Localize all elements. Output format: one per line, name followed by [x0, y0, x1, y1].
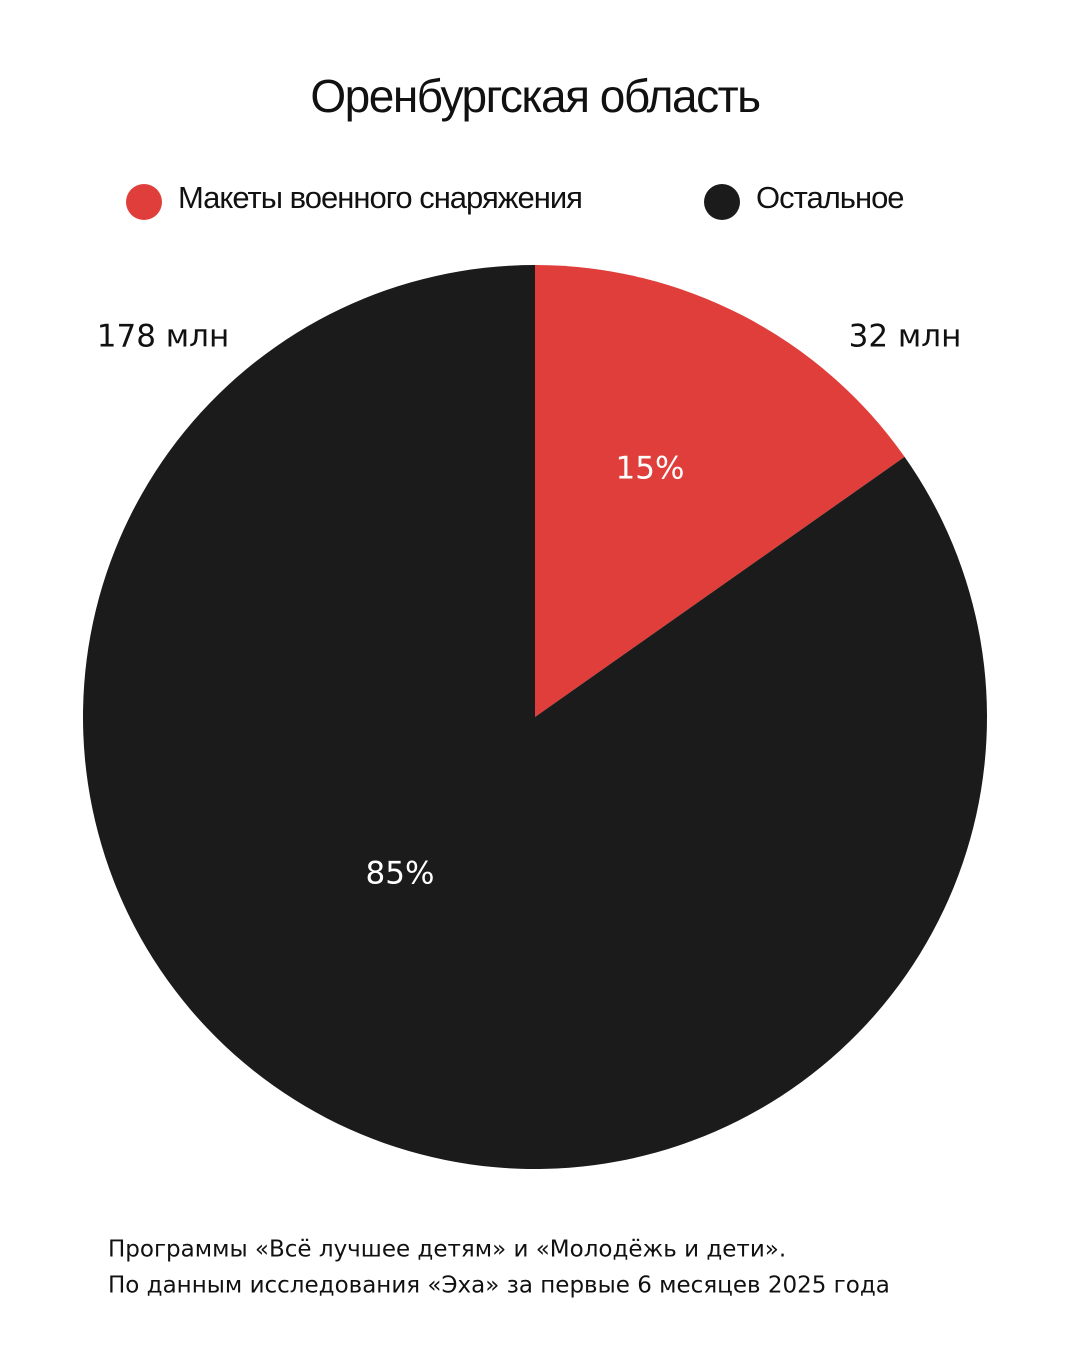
note: По данным исследования «Эха» за первые 6… — [108, 1273, 890, 1299]
legend-label: Остальное — [756, 180, 904, 215]
value-label: 178 млн — [97, 319, 230, 355]
pie-slice — [83, 265, 988, 1170]
legend-marker — [126, 184, 162, 220]
share-label: 15% — [616, 451, 685, 487]
value-label: 32 млн — [849, 319, 962, 355]
note: Программы «Всё лучшее детям» и «Молодёжь… — [108, 1237, 786, 1263]
legend-marker — [704, 184, 740, 220]
pie-slice — [535, 265, 905, 717]
legend-label: Макеты военного снаряжения — [178, 180, 582, 215]
share-label: 85% — [366, 856, 435, 892]
chart-title: Оренбургская область — [310, 70, 760, 122]
